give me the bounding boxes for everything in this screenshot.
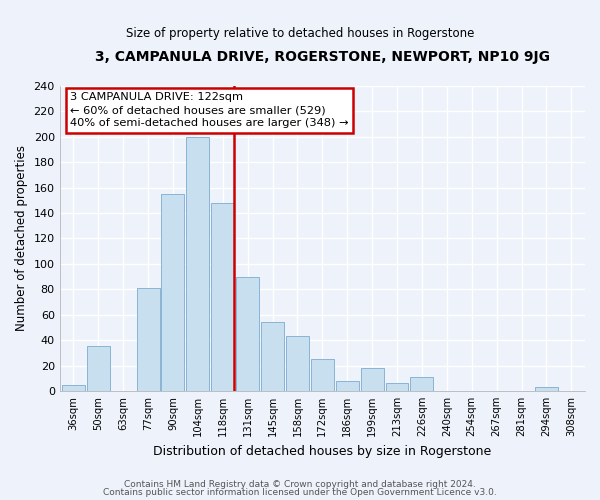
Y-axis label: Number of detached properties: Number of detached properties: [15, 146, 28, 332]
Bar: [386, 384, 409, 391]
Text: Contains HM Land Registry data © Crown copyright and database right 2024.: Contains HM Land Registry data © Crown c…: [124, 480, 476, 489]
Text: Size of property relative to detached houses in Rogerstone: Size of property relative to detached ho…: [126, 28, 474, 40]
Bar: [137, 288, 160, 391]
Bar: [311, 359, 334, 391]
Bar: [261, 322, 284, 391]
Bar: [87, 346, 110, 391]
Bar: [236, 276, 259, 391]
Bar: [161, 194, 184, 391]
Bar: [187, 137, 209, 391]
Bar: [62, 384, 85, 391]
Text: Contains public sector information licensed under the Open Government Licence v3: Contains public sector information licen…: [103, 488, 497, 497]
Bar: [535, 387, 558, 391]
Text: 3 CAMPANULA DRIVE: 122sqm
← 60% of detached houses are smaller (529)
40% of semi: 3 CAMPANULA DRIVE: 122sqm ← 60% of detac…: [70, 92, 349, 128]
X-axis label: Distribution of detached houses by size in Rogerstone: Distribution of detached houses by size …: [153, 444, 491, 458]
Bar: [286, 336, 309, 391]
Bar: [361, 368, 383, 391]
Bar: [410, 377, 433, 391]
Bar: [336, 381, 359, 391]
Bar: [211, 203, 234, 391]
Title: 3, CAMPANULA DRIVE, ROGERSTONE, NEWPORT, NP10 9JG: 3, CAMPANULA DRIVE, ROGERSTONE, NEWPORT,…: [95, 50, 550, 64]
